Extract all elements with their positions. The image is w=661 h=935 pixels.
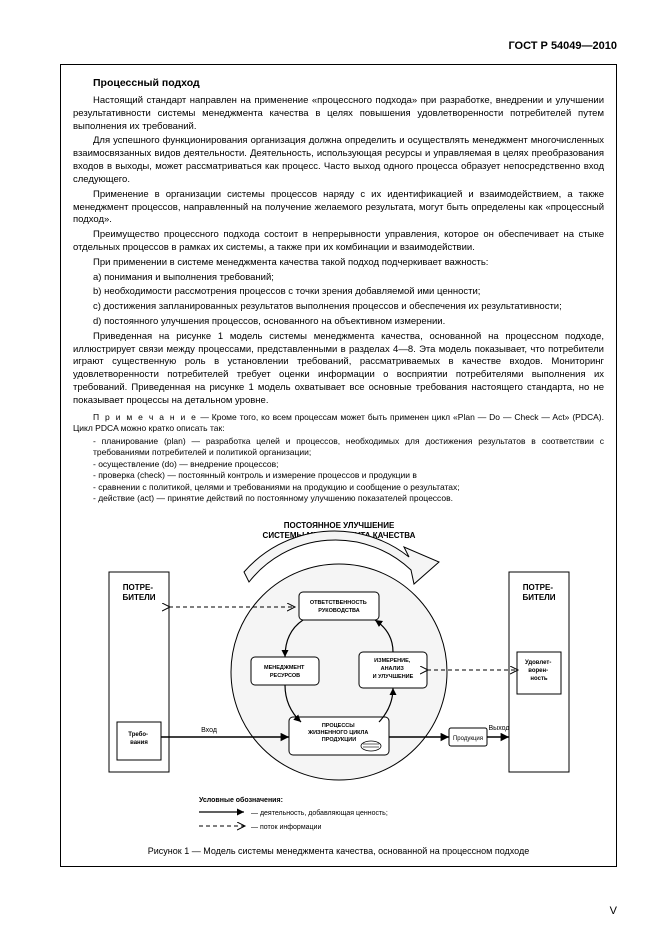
customers-left-label: ПОТРЕ- БИТЕЛИ: [122, 583, 155, 602]
legend2-text: — поток информации: [251, 824, 321, 831]
paragraph: Настоящий стандарт направлен на применен…: [73, 95, 604, 133]
paragraph: Для успешного функционирования организац…: [73, 135, 604, 186]
page-number: V: [610, 905, 617, 917]
product-icon: [361, 741, 381, 751]
paragraph: Приведенная на рисунке 1 модель системы …: [73, 331, 604, 408]
note-item: - проверка (check) — постоянный контроль…: [73, 470, 604, 481]
note-paragraph: П р и м е ч а н и е — Кроме того, ко все…: [73, 412, 604, 435]
note-lead: П р и м е ч а н и е: [93, 412, 197, 422]
paragraph: Преимущество процессного подхода состоит…: [73, 229, 604, 255]
output-label: Выход: [488, 725, 509, 732]
process-model-diagram: ПОСТОЯННОЕ УЛУЧШЕНИЕ СИСТЕМЫ МЕНЕДЖМЕНТА…: [89, 512, 589, 842]
list-item: d) постоянного улучшения процессов, осно…: [73, 316, 604, 329]
paragraph: Применение в организации системы процесс…: [73, 189, 604, 227]
diagram-title1: ПОСТОЯННОЕ УЛУЧШЕНИЕ: [283, 521, 394, 530]
legend1-text: — деятельность, добавляющая ценность;: [251, 809, 388, 817]
page: ГОСТ Р 54049—2010 Процессный подход Наст…: [0, 0, 661, 935]
note-item: - осуществление (do) — внедрение процесс…: [73, 459, 604, 470]
list-item: a) понимания и выполнения требований;: [73, 272, 604, 285]
resources-node: [251, 657, 319, 685]
customers-right-label: ПОТРЕ- БИТЕЛИ: [522, 583, 555, 602]
note-item: - сравнении с политикой, целями и требов…: [73, 482, 604, 493]
legend-title: Условные обозначения:: [199, 796, 283, 804]
product-label: Продукция: [452, 736, 482, 742]
list-item: c) достижения запланированных результато…: [73, 301, 604, 314]
responsibility-node: [299, 592, 379, 620]
note-item: - действие (act) — принятие действий по …: [73, 493, 604, 504]
content-frame: Процессный подход Настоящий стандарт нап…: [60, 64, 617, 867]
section-title: Процессный подход: [73, 77, 604, 89]
figure-caption: Рисунок 1 — Модель системы менеджмента к…: [73, 846, 604, 856]
list-item: b) необходимости рассмотрения процессов …: [73, 286, 604, 299]
input-label: Вход: [201, 727, 217, 734]
document-header: ГОСТ Р 54049—2010: [60, 40, 617, 52]
paragraph: При применении в системе менеджмента кач…: [73, 257, 604, 270]
note-item: - планирование (plan) — разработка целей…: [73, 436, 604, 459]
